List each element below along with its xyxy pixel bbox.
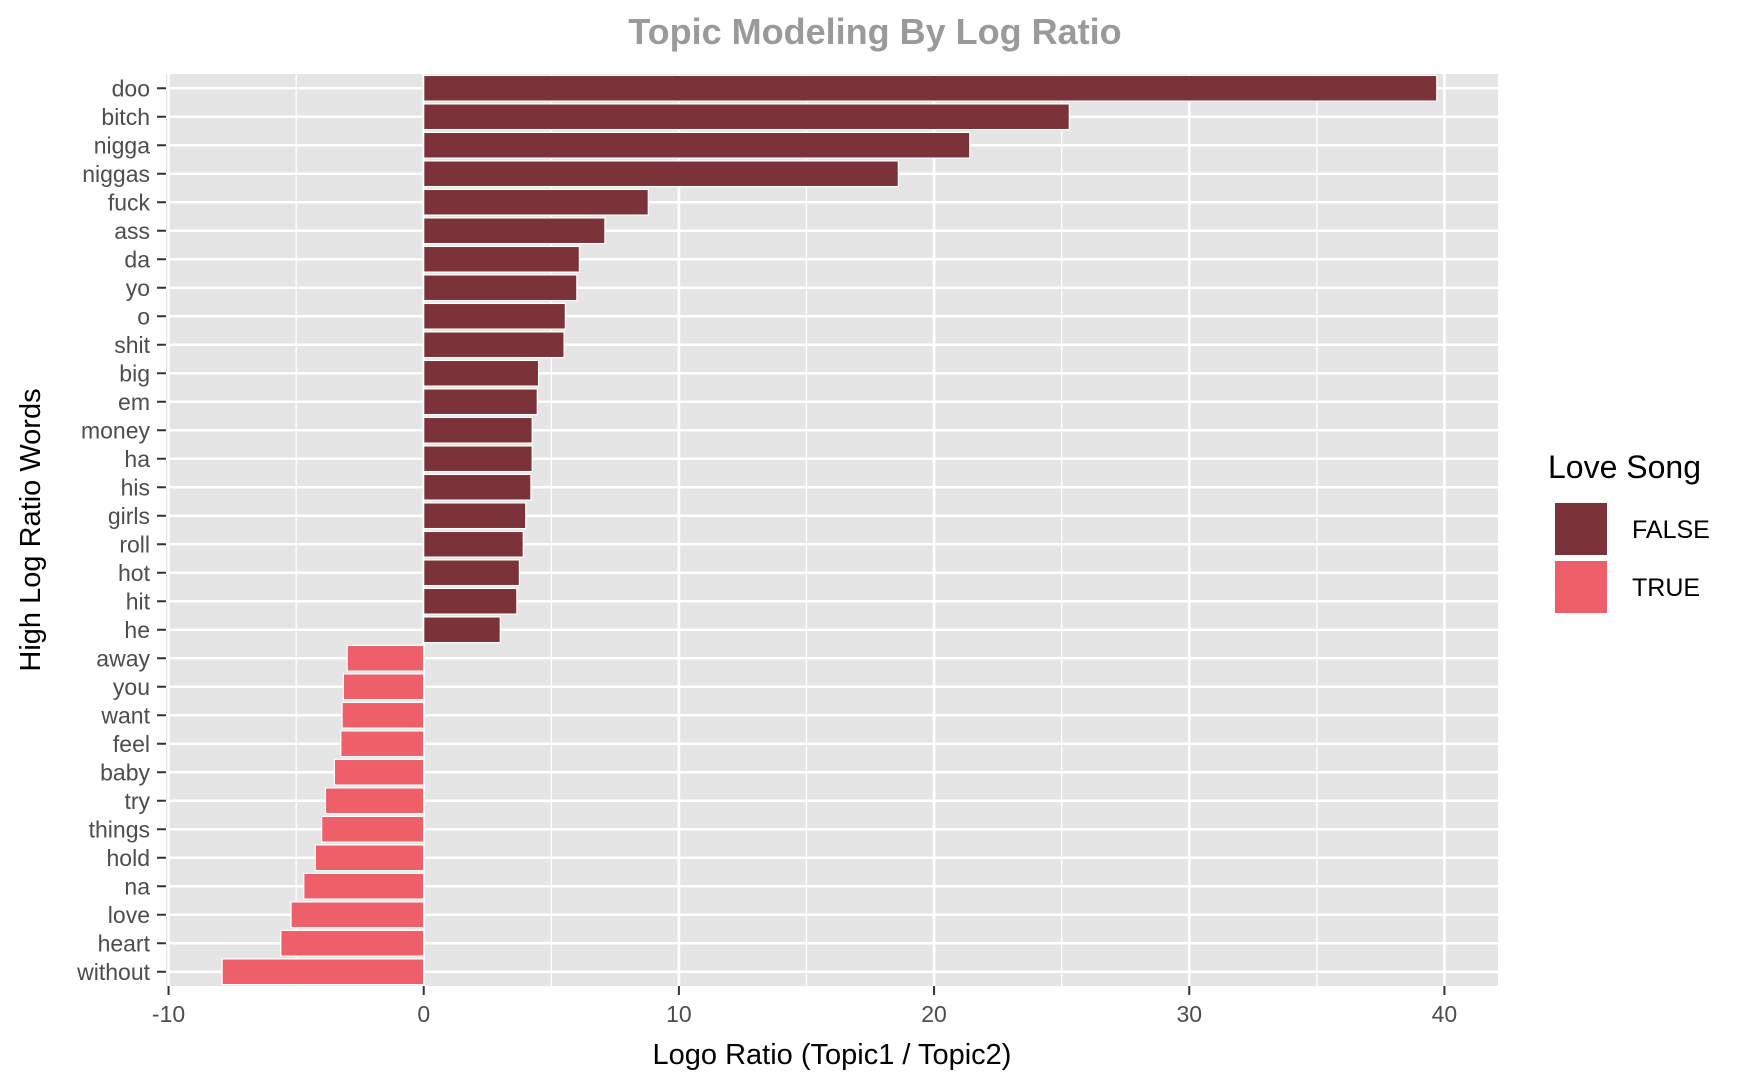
- x-tick-label: 20: [921, 1001, 947, 1027]
- bar-nigga: [423, 131, 971, 159]
- bar-ass: [423, 217, 606, 245]
- bar-try: [324, 787, 425, 815]
- y-tick-label: da: [124, 246, 150, 272]
- y-tick-label: things: [89, 816, 150, 842]
- bar-yo: [423, 274, 578, 302]
- y-tick-label: hit: [126, 588, 151, 614]
- legend-label-true: TRUE: [1632, 574, 1700, 602]
- y-tick-label: na: [124, 873, 150, 899]
- bar-money: [423, 416, 533, 444]
- y-tick-label: feel: [113, 731, 150, 757]
- bars: [221, 74, 1438, 986]
- legend-title: Love Song: [1548, 449, 1701, 485]
- bar-his: [423, 473, 532, 501]
- y-tick-label: try: [124, 788, 150, 814]
- legend-label-false: FALSE: [1632, 516, 1710, 544]
- y-tick-label: nigga: [94, 132, 150, 158]
- chart-title: Topic Modeling By Log Ratio: [628, 11, 1121, 52]
- y-axis-title: High Log Ratio Words: [15, 388, 47, 671]
- bar-doo: [423, 74, 1438, 102]
- bar-em: [423, 388, 538, 416]
- y-tick-label: roll: [119, 531, 150, 557]
- y-tick-label: big: [119, 360, 150, 386]
- x-tick-label: 40: [1432, 1001, 1458, 1027]
- bar-feel: [340, 730, 425, 758]
- y-tick-label: em: [118, 389, 150, 415]
- bar-he: [423, 616, 501, 644]
- y-tick-label: baby: [100, 759, 150, 785]
- y-tick-label: hold: [107, 845, 150, 871]
- y-tick-label: hot: [118, 560, 151, 586]
- bar-heart: [280, 929, 425, 957]
- bar-niggas: [423, 160, 899, 188]
- y-tick-label: ha: [124, 446, 150, 472]
- bar-girls: [423, 502, 527, 530]
- legend-swatch-true: [1553, 559, 1609, 615]
- y-tick-label: money: [81, 417, 151, 443]
- y-tick-label: heart: [98, 930, 151, 956]
- y-tick-label: yo: [126, 275, 150, 301]
- y-tick-label: his: [121, 474, 150, 500]
- bar-you: [342, 673, 425, 701]
- bar-hit: [423, 587, 518, 615]
- bar-want: [341, 701, 425, 729]
- y-tick-label: he: [124, 617, 150, 643]
- y-tick-label: away: [96, 645, 150, 671]
- y-tick-label: bitch: [101, 104, 150, 130]
- y-tick-label: niggas: [82, 161, 150, 187]
- bar-hot: [423, 559, 521, 587]
- bar-away: [346, 644, 425, 672]
- bar-na: [303, 872, 425, 900]
- y-tick-label: you: [113, 674, 150, 700]
- y-tick-label: doo: [112, 75, 150, 101]
- y-tick-label: want: [100, 702, 150, 728]
- bar-da: [423, 245, 580, 273]
- legend-swatch-false: [1553, 501, 1609, 557]
- x-axis-title: Logo Ratio (Topic1 / Topic2): [653, 1039, 1012, 1071]
- x-tick-label: 10: [666, 1001, 692, 1027]
- y-tick-label: o: [137, 303, 150, 329]
- bar-fuck: [423, 188, 649, 216]
- bar-love: [290, 901, 425, 929]
- y-tick-label: girls: [108, 503, 150, 529]
- bar-big: [423, 359, 540, 387]
- bar-hold: [314, 844, 425, 872]
- x-tick-label: 0: [417, 1001, 430, 1027]
- bar-things: [321, 815, 425, 843]
- y-tick-label: shit: [114, 332, 150, 358]
- bar-without: [221, 958, 425, 986]
- x-axis: -10 0 10 20 30 40: [152, 986, 1457, 1027]
- bar-bitch: [423, 103, 1070, 131]
- bar-roll: [423, 530, 524, 558]
- y-tick-label: fuck: [108, 189, 151, 215]
- bar-ha: [423, 445, 533, 473]
- y-tick-label: without: [76, 959, 150, 985]
- legend: Love Song FALSE TRUE: [1548, 449, 1710, 615]
- y-tick-label: love: [108, 902, 150, 928]
- y-tick-label: ass: [114, 218, 150, 244]
- x-tick-label: 30: [1176, 1001, 1202, 1027]
- bar-shit: [423, 331, 565, 359]
- bar-o: [423, 302, 566, 330]
- bar-baby: [333, 758, 425, 786]
- x-tick-label: -10: [152, 1001, 185, 1027]
